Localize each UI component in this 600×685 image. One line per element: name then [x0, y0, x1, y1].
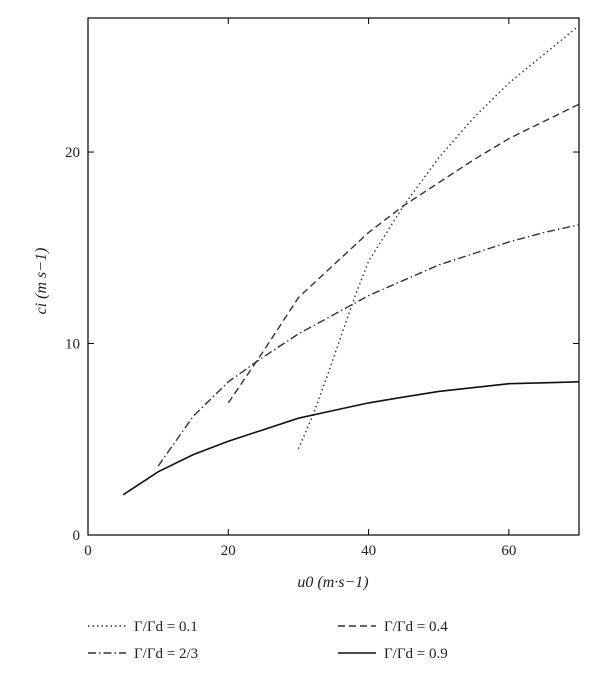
legend-label-3: Γ/Γd = 2/3 — [134, 646, 198, 662]
x-axis-label: u0 (m·s−1) — [297, 574, 368, 591]
series-line-3 — [157, 224, 580, 467]
x-tick-label: 40 — [361, 543, 376, 559]
y-axis-label: ci (m s−1) — [33, 248, 50, 315]
plot-frame — [87, 17, 580, 536]
series-line-2 — [227, 103, 580, 404]
y-tick-label: 0 — [73, 528, 81, 544]
legend-label-4: Γ/Γd = 0.9 — [384, 646, 448, 662]
series-line-1 — [297, 25, 580, 450]
y-tick-label: 10 — [65, 337, 80, 353]
y-tick-label: 20 — [65, 145, 80, 161]
x-tick-label: 0 — [84, 543, 92, 559]
legend-label-1: Γ/Γd = 0.1 — [134, 619, 198, 635]
series-line-4 — [122, 381, 580, 496]
legend-label-2: Γ/Γd = 0.4 — [384, 619, 448, 635]
legend: Γ/Γd = 0.1 Γ/Γd = 0.4 Γ/Γd = 2/3 Γ/Γd = 0.9 — [88, 619, 448, 662]
x-tick-label: 20 — [221, 543, 236, 559]
x-tick-label: 60 — [501, 543, 516, 559]
